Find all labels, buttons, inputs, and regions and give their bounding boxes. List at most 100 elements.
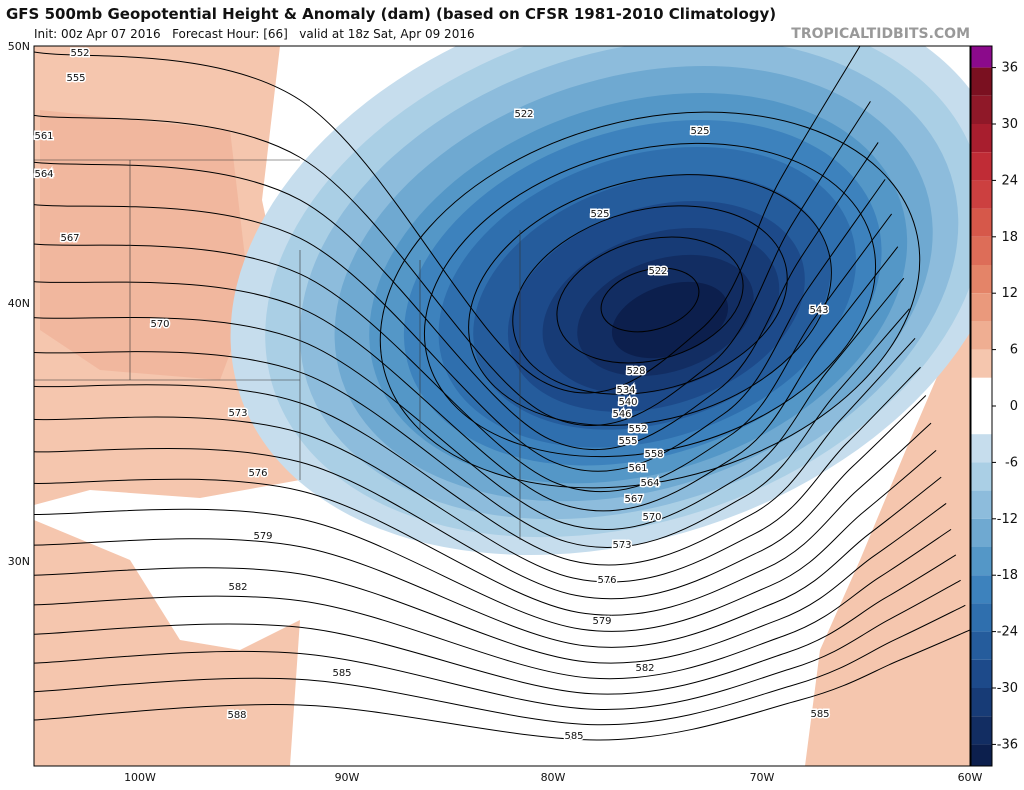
contour-label: 540 [618, 397, 637, 408]
contour-label: 528 [626, 366, 645, 377]
contour-label: 558 [644, 449, 663, 460]
watermark: TROPICALTIDBITS.COM [791, 26, 970, 42]
contour-label: 555 [618, 436, 637, 447]
contour-label: 546 [612, 409, 631, 420]
colorbar-bin [971, 490, 992, 519]
height-contour [34, 422, 932, 616]
lon-label: 100W [124, 771, 156, 784]
height-contour [600, 267, 700, 333]
height-contour [34, 46, 861, 394]
contour-label: 570 [150, 319, 169, 330]
height-contour [423, 142, 877, 458]
colorbar-bin [971, 575, 992, 604]
colorbar-bin [971, 124, 992, 153]
height-contour [34, 528, 952, 680]
contour-label: 525 [690, 126, 709, 137]
colorbar-bin [971, 716, 992, 745]
colorbar-bin [971, 462, 992, 491]
contour-label: 588 [227, 710, 246, 721]
map-frame [33, 45, 971, 767]
colorbar-bin [971, 46, 992, 68]
colorbar-bin [971, 236, 992, 265]
height-contour [34, 101, 871, 426]
colorbar-label: 18 [1001, 230, 1018, 245]
contour-label: 564 [34, 169, 53, 180]
colorbar-label: -24 [997, 625, 1018, 640]
lon-label: 70W [750, 771, 775, 784]
colorbar-bin [971, 67, 992, 96]
colorbar-bin [971, 406, 992, 435]
colorbar-bin [971, 321, 992, 350]
height-contour [34, 604, 966, 726]
contour-label: 567 [60, 233, 79, 244]
height-contour [34, 308, 910, 549]
height-contour [468, 174, 832, 426]
lat-label: 50N [8, 40, 30, 53]
height-contour [34, 277, 905, 531]
contour-label: 567 [624, 494, 643, 505]
lon-label: 90W [335, 771, 360, 784]
title: GFS 500mb Geopotential Height & Anomaly … [6, 5, 776, 23]
lon-label: 80W [541, 771, 566, 784]
contour-label: 579 [592, 616, 611, 627]
colorbar-label: -18 [997, 568, 1018, 583]
colorbar-label: 24 [1001, 173, 1018, 188]
contour-label: 573 [612, 540, 631, 551]
contour-label: 543 [809, 305, 828, 316]
contour-label: 570 [642, 512, 661, 523]
lat-label: 30N [8, 555, 30, 568]
contour-label: 579 [253, 531, 272, 542]
colorbar-label: 36 [1001, 61, 1018, 76]
subtitle: Init: 00z Apr 07 2016 Forecast Hour: [66… [34, 27, 475, 41]
contour-label: 585 [564, 731, 583, 742]
height-contour [34, 554, 957, 695]
contour-label: 552 [628, 424, 647, 435]
colorbar-label: 0 [1010, 399, 1018, 414]
height-contour [34, 337, 916, 566]
colorbar-bin [971, 265, 992, 294]
height-contour [34, 395, 927, 600]
height-contour [379, 111, 921, 489]
colorbar-bin [971, 95, 992, 124]
height-contour [34, 476, 942, 648]
colorbar-bin [971, 434, 992, 463]
colorbar-label: -30 [997, 681, 1018, 696]
colorbar-bin [971, 547, 992, 576]
colorbar-bin [971, 688, 992, 717]
border [34, 159, 521, 540]
colorbar-bin [971, 152, 992, 181]
colorbar-bin [971, 518, 992, 547]
height-contour [34, 629, 970, 741]
colorbar-bin [971, 631, 992, 660]
height-contour [34, 213, 893, 493]
colorbar-label: 12 [1001, 286, 1018, 301]
contour-label: 561 [34, 131, 53, 142]
cold-anomaly [611, 281, 729, 359]
colorbar-bin [971, 744, 992, 766]
colorbar-label: -36 [997, 737, 1018, 752]
map-layers [34, 46, 970, 766]
height-contour [34, 449, 937, 632]
contour-label: 525 [590, 209, 609, 220]
contour-label: 585 [332, 668, 351, 679]
colorbar-bin [971, 377, 992, 406]
height-contour [34, 246, 899, 512]
contour-label: 522 [648, 266, 667, 277]
warm-anomaly [34, 520, 300, 766]
contour-label: 585 [810, 709, 829, 720]
contour-label: 561 [628, 463, 647, 474]
contour-label: 573 [228, 408, 247, 419]
colorbar-bin [971, 180, 992, 209]
contour-label: 582 [228, 582, 247, 593]
colorbar-bin [971, 293, 992, 322]
colorbar-bin [971, 603, 992, 632]
colorbar-bin [971, 349, 992, 378]
contour-label: 552 [70, 48, 89, 59]
contour-label: 582 [635, 663, 654, 674]
colorbar-label: 6 [1010, 343, 1018, 358]
colorbar-bin [971, 208, 992, 237]
height-contour [34, 366, 921, 583]
contour-label: 576 [248, 468, 267, 479]
contour-label: 522 [514, 109, 533, 120]
